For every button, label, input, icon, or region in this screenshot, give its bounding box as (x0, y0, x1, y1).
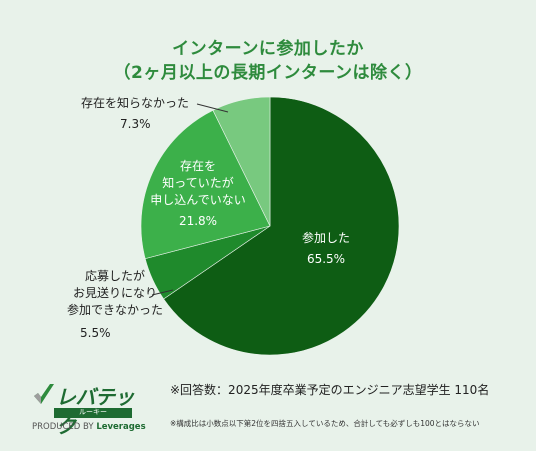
pie-slice-3 (212, 96, 271, 227)
slice-value-knew: 21.8% (178, 214, 218, 228)
rounding-note: ※構成比は小数点以下第2位を四捨五入しているため、合計しても必ずしも100とはな… (170, 419, 480, 428)
slice-value-unknown: 7.3% (120, 117, 151, 131)
slice-label-knew: 存在を 知っていたが 申し込んでいない 21.8% (138, 158, 258, 230)
slice-name-applied-1: 応募したが (84, 269, 145, 283)
pie-slice-0 (163, 96, 400, 356)
leader-line-unknown (196, 103, 229, 113)
slice-label-applied: 応募したが お見送りになり 参加できなかった 5.5% (60, 268, 170, 342)
slice-name-knew-3: 申し込んでいない (150, 193, 246, 207)
slice-value-applied: 5.5% (80, 326, 111, 340)
logo-bar (54, 408, 132, 418)
slice-label-joined: 参加した 65.5% (296, 230, 356, 268)
slice-label-unknown: 存在を知らなかった 7.3% (70, 95, 200, 133)
logo-produced-text: PRODUCED BY (32, 422, 94, 432)
leader-line-applied (151, 289, 174, 296)
check-mark-icon (34, 384, 54, 404)
chart-subtitle: （2ヶ月以上の長期インターンは除く） (113, 63, 423, 83)
slice-name-knew-1: 存在を (179, 159, 216, 173)
slice-name-applied-3: 参加できなかった (66, 303, 163, 317)
slice-value-joined: 65.5% (306, 252, 346, 266)
leverages-logo: レバテック ルーキー PRODUCED BY Leverages (32, 380, 152, 440)
respondents-note: ※回答数：2025年度卒業予定のエンジニア志望学生 110名 (170, 383, 490, 397)
logo-brand-text: Leverages (96, 422, 146, 432)
slice-name-unknown: 存在を知らなかった (80, 96, 189, 110)
logo-sub-text: ルーキー (79, 408, 107, 416)
logo-main-text: レバテック (56, 385, 135, 438)
slice-name-applied-2: お見送りになり (72, 286, 157, 300)
chart-title: インターンに参加したか (172, 39, 364, 59)
slice-name-joined: 参加した (301, 231, 350, 245)
slice-name-knew-2: 知っていたが (162, 176, 234, 190)
pie-slice-2 (140, 109, 271, 260)
logo-produced-by: PRODUCED BY Leverages (32, 422, 146, 432)
